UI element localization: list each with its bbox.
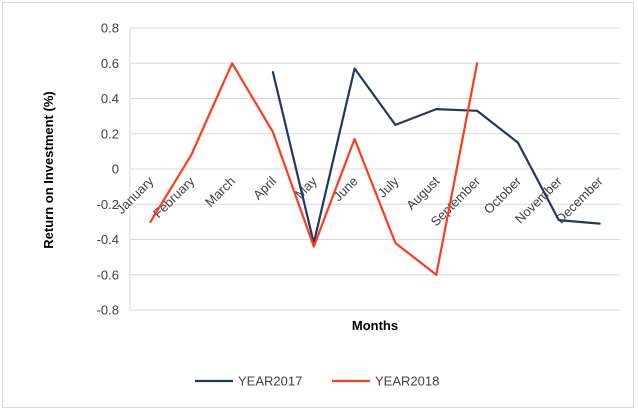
y-tick-label: -0.4 <box>97 232 119 247</box>
y-tick-label: 0.2 <box>101 126 119 141</box>
x-tick-label: February <box>150 173 198 221</box>
y-tick-label: 0.8 <box>101 21 119 36</box>
y-axis-title: Return on Investment (%) <box>41 91 56 248</box>
gridlines <box>130 28 620 310</box>
x-tick-label: July <box>375 173 402 200</box>
x-tick-label: August <box>403 173 442 212</box>
legend-label: YEAR2017 <box>238 374 302 389</box>
y-tick-label: 0 <box>112 162 119 177</box>
y-tick-label: 0.6 <box>101 56 119 71</box>
x-tick-label: April <box>250 173 279 202</box>
x-axis-title: Months <box>352 318 398 333</box>
y-tick-label: 0.4 <box>101 91 119 106</box>
y-axis-ticks: 0.80.60.40.20-0.2-0.4-0.6-0.8 <box>97 21 119 318</box>
legend: YEAR2017 YEAR2018 <box>195 374 439 389</box>
y-tick-label: -0.6 <box>97 267 119 282</box>
legend-label: YEAR2018 <box>375 374 439 389</box>
y-tick-label: -0.8 <box>97 303 119 318</box>
